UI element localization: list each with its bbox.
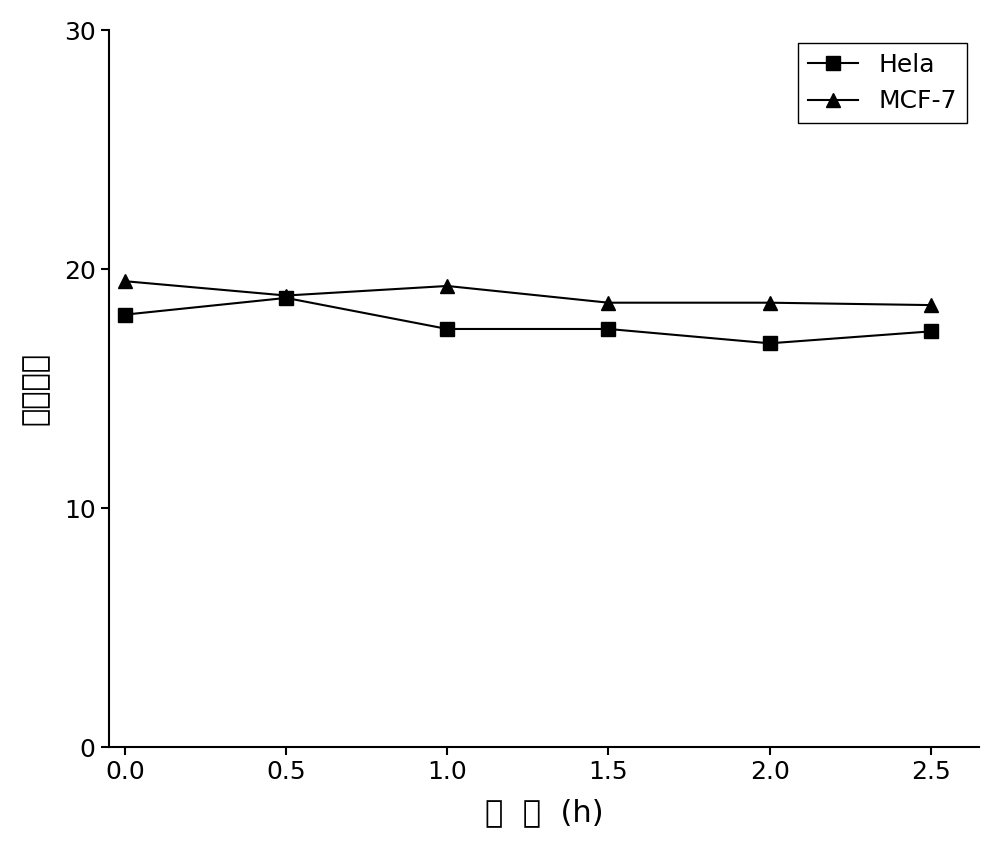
Hela (602, 324, 614, 334)
MCF-7 (602, 298, 614, 308)
Hela (280, 293, 292, 303)
Hela (119, 310, 131, 320)
Line: Hela: Hela (118, 291, 938, 350)
X-axis label: 时  间  (h): 时 间 (h) (485, 798, 603, 827)
MCF-7 (441, 281, 453, 291)
MCF-7 (119, 276, 131, 287)
Hela (925, 326, 937, 337)
Hela (764, 338, 776, 349)
Line: MCF-7: MCF-7 (118, 274, 938, 312)
Legend: Hela, MCF-7: Hela, MCF-7 (798, 43, 967, 123)
Hela (441, 324, 453, 334)
MCF-7 (280, 291, 292, 301)
MCF-7 (925, 300, 937, 310)
MCF-7 (764, 298, 776, 308)
Y-axis label: 荺光强度: 荺光强度 (21, 352, 50, 425)
